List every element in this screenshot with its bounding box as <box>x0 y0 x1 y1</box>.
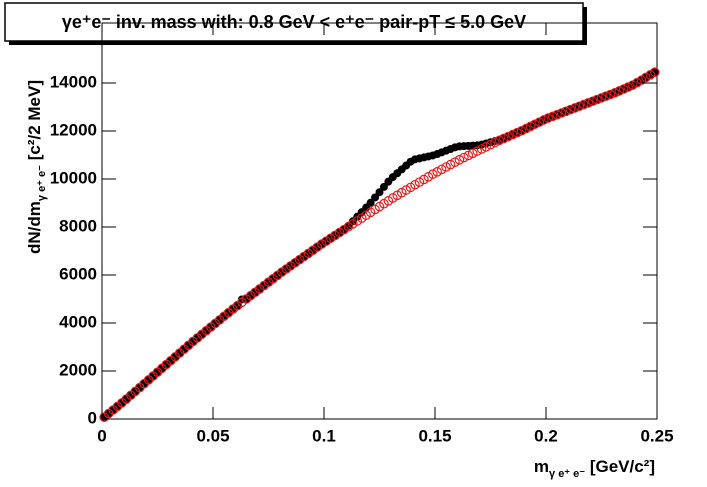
x-axis-title: mγ e⁺ e⁻ [GeV/c²] <box>534 457 655 480</box>
data-point <box>467 148 478 159</box>
data-point <box>583 98 593 108</box>
data-point <box>233 301 242 310</box>
data-point <box>596 93 607 103</box>
data-point <box>371 193 380 202</box>
x-axis-title-unit: [GeV/c²] <box>585 457 655 476</box>
data-point <box>521 123 531 134</box>
y-axis-title-sub: γ e⁺ e⁻ <box>36 165 48 201</box>
y-tick-label: 0 <box>88 408 97 427</box>
y-tick-label: 4000 <box>59 312 97 331</box>
data-point <box>481 142 491 152</box>
y-tick-label: 10000 <box>50 168 97 187</box>
data-point <box>530 119 540 130</box>
data-point <box>561 106 571 117</box>
data-point <box>556 108 567 118</box>
data-point <box>507 129 518 140</box>
x-axis-title-main: m <box>534 457 549 476</box>
y-tick-label: 14000 <box>50 72 97 91</box>
data-point <box>499 133 509 144</box>
data-point <box>552 109 562 120</box>
data-point <box>543 113 554 123</box>
data-point <box>618 84 629 94</box>
data-point <box>534 117 545 127</box>
x-tick-label: 0.1 <box>312 426 336 445</box>
data-point <box>538 115 549 125</box>
data-point <box>476 144 487 154</box>
x-axis-title-sub: γ e⁺ e⁻ <box>549 468 585 480</box>
data-point <box>650 68 659 77</box>
data-point <box>565 104 576 115</box>
data-point <box>485 139 496 150</box>
data-point <box>574 101 585 112</box>
y-tick-label: 2000 <box>59 360 97 379</box>
data-point <box>578 99 589 110</box>
data-point <box>570 103 580 113</box>
data-point <box>601 91 611 101</box>
x-tick-label: 0.2 <box>534 426 558 445</box>
data-point <box>605 89 616 100</box>
data-point <box>379 182 388 191</box>
y-axis-title: dN/dmγ e⁺ e⁻ [c²/2 MeV] <box>25 80 48 254</box>
data-point <box>490 137 500 148</box>
chart-title: γe⁺e⁻ inv. mass with: 0.8 GeV < e⁺e⁻ pai… <box>62 12 526 32</box>
data-point <box>459 152 469 163</box>
x-tick-label: 0.15 <box>418 426 451 445</box>
x-tick-label: 0 <box>97 426 106 445</box>
data-point <box>366 198 375 207</box>
data-point <box>512 127 522 138</box>
y-tick-label: 8000 <box>59 216 97 235</box>
data-point <box>623 82 633 92</box>
title-box <box>4 2 584 42</box>
y-tick-label: 12000 <box>50 120 97 139</box>
data-point <box>592 94 602 105</box>
x-tick-label: 0.05 <box>196 426 229 445</box>
data-point <box>614 86 625 96</box>
data-point <box>587 96 598 107</box>
y-axis-title-unit: [c²/2 MeV] <box>25 80 44 165</box>
data-point <box>649 67 660 77</box>
data-point <box>610 88 620 98</box>
data-point <box>525 121 536 132</box>
data-point <box>463 150 474 161</box>
data-point <box>516 125 527 136</box>
data-point <box>547 111 558 122</box>
data-point <box>454 155 465 165</box>
y-axis-title-main: dN/dm <box>25 201 44 254</box>
data-point <box>503 131 514 142</box>
plot-frame <box>101 22 658 420</box>
data-point <box>472 146 482 156</box>
y-tick-label: 6000 <box>59 264 97 283</box>
x-tick-label: 0.25 <box>640 426 673 445</box>
data-point <box>494 135 505 146</box>
data-point <box>375 188 384 197</box>
